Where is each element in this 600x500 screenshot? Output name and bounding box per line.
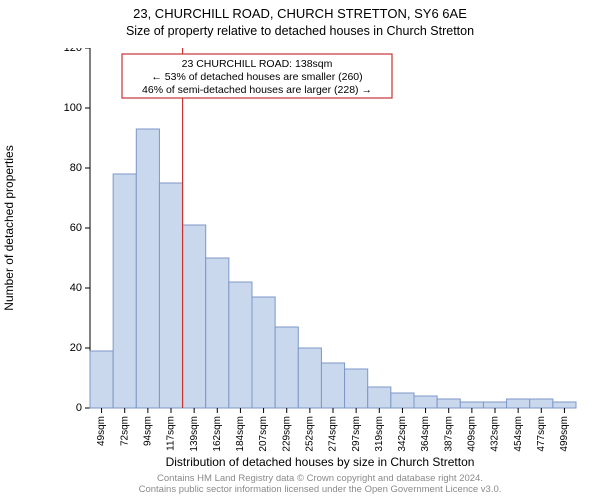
svg-text:297sqm: 297sqm (351, 416, 362, 452)
histogram-bar (113, 174, 136, 408)
svg-text:120: 120 (64, 48, 82, 54)
histogram-bar (507, 399, 530, 408)
histogram-bar (90, 351, 113, 408)
footer-line2: Contains public sector information licen… (139, 484, 502, 495)
svg-text:60: 60 (70, 222, 82, 234)
svg-text:162sqm: 162sqm (212, 416, 223, 452)
svg-text:184sqm: 184sqm (235, 416, 246, 452)
svg-text:49sqm: 49sqm (96, 416, 107, 446)
svg-text:207sqm: 207sqm (258, 416, 269, 452)
svg-text:364sqm: 364sqm (420, 416, 431, 452)
svg-text:229sqm: 229sqm (281, 416, 292, 452)
svg-text:72sqm: 72sqm (119, 416, 130, 446)
x-axis-label: Distribution of detached houses by size … (60, 455, 580, 469)
svg-text:409sqm: 409sqm (466, 416, 477, 452)
svg-text:100: 100 (64, 102, 82, 114)
footer-attribution: Contains HM Land Registry data © Crown c… (60, 474, 580, 496)
histogram-bar (252, 297, 275, 408)
histogram-bar (530, 399, 553, 408)
histogram-bar (275, 327, 298, 408)
svg-text:342sqm: 342sqm (397, 416, 408, 452)
histogram-bar (321, 363, 344, 408)
svg-text:252sqm: 252sqm (304, 416, 315, 452)
y-axis-label: Number of detached properties (2, 48, 22, 408)
chart-container: 23, CHURCHILL ROAD, CHURCH STRETTON, SY6… (0, 0, 600, 500)
histogram-bar (437, 399, 460, 408)
histogram-bar (136, 129, 159, 408)
histogram-svg: 0 20 40 60 80 100 120 49sqm 72sqm 94sqm 117sqm 139s… (60, 48, 580, 458)
title-address: 23, CHURCHILL ROAD, CHURCH STRETTON, SY6… (0, 6, 600, 21)
annotation-line3: 46% of semi-detached houses are larger (… (142, 84, 372, 96)
histogram-bar (483, 402, 506, 408)
histogram-bar (159, 183, 182, 408)
histogram-bar (298, 348, 321, 408)
histogram-bar (414, 396, 437, 408)
svg-text:117sqm: 117sqm (166, 416, 177, 451)
svg-text:432sqm: 432sqm (490, 416, 501, 452)
title-subtitle: Size of property relative to detached ho… (0, 24, 600, 38)
svg-text:387sqm: 387sqm (443, 416, 454, 452)
svg-text:499sqm: 499sqm (559, 416, 570, 452)
footer-line1: Contains HM Land Registry data © Crown c… (157, 473, 483, 484)
svg-text:0: 0 (76, 402, 82, 414)
svg-text:319sqm: 319sqm (374, 416, 385, 452)
histogram-bar (229, 282, 252, 408)
svg-text:477sqm: 477sqm (536, 416, 547, 452)
svg-text:80: 80 (70, 162, 82, 174)
svg-text:274sqm: 274sqm (328, 416, 339, 452)
svg-text:20: 20 (70, 342, 82, 354)
histogram-bar (368, 387, 391, 408)
plot-area: 02040608010012049sqm72sqm94sqm117sqm139s… (60, 48, 580, 408)
histogram-bar (345, 369, 368, 408)
svg-text:94sqm: 94sqm (142, 416, 153, 446)
histogram-bar (206, 258, 229, 408)
histogram-bar (553, 402, 576, 408)
histogram-bar (460, 402, 483, 408)
histogram-bar (391, 393, 414, 408)
svg-text:40: 40 (70, 282, 82, 294)
svg-text:139sqm: 139sqm (189, 416, 200, 452)
svg-text:454sqm: 454sqm (513, 416, 524, 452)
histogram-bar (183, 225, 206, 408)
annotation-line1: 23 CHURCHILL ROAD: 138sqm (182, 58, 333, 70)
annotation-line2: ← 53% of detached houses are smaller (26… (151, 71, 362, 83)
